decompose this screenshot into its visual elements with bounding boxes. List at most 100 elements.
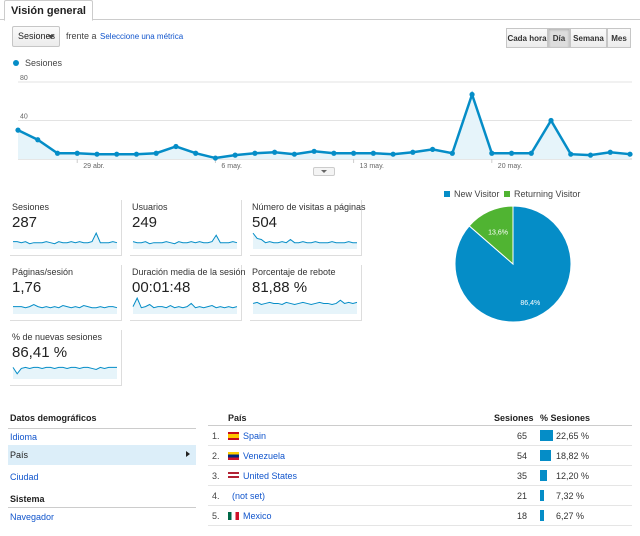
chart-collapse-handle[interactable] [313, 167, 335, 176]
data-point[interactable] [212, 155, 219, 161]
metric-label: Sesiones [12, 202, 50, 212]
data-point[interactable] [54, 150, 61, 156]
metric-card-users[interactable]: Usuarios 249 [130, 200, 242, 256]
data-point[interactable] [133, 151, 140, 157]
data-point[interactable] [528, 150, 534, 156]
data-point[interactable] [627, 151, 633, 157]
sparkline-area [13, 367, 117, 379]
pie-slice-returning-visitor[interactable] [468, 205, 514, 266]
versus-label: frente a [66, 31, 97, 41]
granularity-week-button[interactable]: Semana [570, 28, 607, 48]
table-row[interactable]: 5. Mexico 18 6,27 % [208, 506, 632, 526]
metric-sparkline [12, 366, 117, 379]
table-row[interactable]: 4. (not set) 21 7,32 % [208, 486, 632, 506]
sidebar-item-language[interactable]: Idioma [10, 432, 38, 442]
pie-slice-label: 86,4% [520, 300, 540, 307]
metric-sparkline [252, 299, 358, 314]
data-point[interactable] [351, 150, 357, 156]
pct-value: 22,65 % [556, 431, 590, 441]
metric-card-sessions[interactable]: Sesiones 287 [10, 200, 122, 256]
data-point[interactable] [489, 150, 495, 156]
metric-select[interactable]: Sesiones [12, 26, 60, 47]
data-point[interactable] [429, 146, 436, 152]
metric-value: 00:01:48 [132, 279, 191, 296]
data-point[interactable] [410, 149, 416, 155]
divider [8, 507, 196, 508]
metric-value: 287 [12, 214, 38, 231]
data-point[interactable] [370, 150, 376, 156]
pct-bar [540, 470, 547, 481]
row-index: 3. [212, 471, 220, 481]
table-row[interactable]: 1. Spain 65 22,65 % [208, 426, 632, 446]
tab-overview[interactable]: Visión general [4, 0, 93, 21]
data-point[interactable] [311, 148, 317, 154]
sidebar-item-country[interactable]: País [8, 445, 196, 465]
sparkline-line [132, 234, 238, 245]
metric-card-avg-session-duration[interactable]: Duración media de la sesión 00:01:48 [130, 265, 246, 321]
col-header-sessions[interactable]: Sesiones [494, 413, 534, 423]
data-point[interactable] [449, 150, 455, 156]
data-point[interactable] [508, 150, 515, 156]
data-point[interactable] [469, 91, 475, 98]
country-link[interactable]: Spain [243, 431, 267, 441]
data-point[interactable] [153, 150, 159, 156]
select-metric-link[interactable]: Seleccione una métrica [100, 32, 184, 41]
country-link[interactable]: Mexico [243, 511, 272, 521]
data-point[interactable] [548, 117, 554, 124]
data-point[interactable] [252, 150, 258, 156]
series-area [18, 94, 630, 159]
data-point[interactable] [272, 149, 278, 155]
data-point[interactable] [607, 149, 613, 155]
x-tick-label: 6 may. [221, 163, 242, 170]
sparkline-line [252, 299, 358, 306]
metric-card-bounce-rate[interactable]: Porcentaje de rebote 81,88 % [250, 265, 362, 321]
y-tick-label: 80 [20, 75, 28, 82]
metric-value: 86,41 % [12, 344, 68, 361]
pie-legend-returning-label: Returning Visitor [514, 189, 581, 199]
metric-value: 81,88 % [252, 279, 308, 296]
metric-sparkline [13, 231, 118, 249]
metric-card-pages-per-session[interactable]: Páginas/sesión 1,76 [10, 265, 122, 321]
data-point[interactable] [173, 143, 179, 150]
flag-icon [228, 512, 239, 520]
data-point[interactable] [331, 150, 337, 156]
pct-bar [540, 430, 553, 441]
col-header-country[interactable]: País [228, 413, 247, 423]
granularity-day-button[interactable]: Día [548, 28, 570, 48]
country-link[interactable]: United States [243, 471, 298, 481]
sparkline-line [13, 231, 118, 245]
data-point[interactable] [35, 137, 41, 143]
sidebar-item-city[interactable]: Ciudad [10, 472, 39, 482]
country-link[interactable]: (not set) [232, 491, 266, 501]
metric-card-pageviews[interactable]: Número de visitas a páginas 504 [250, 200, 366, 256]
sidebar-item-browser[interactable]: Navegador [10, 512, 55, 522]
table-row[interactable]: 3. United States 35 12,20 % [208, 466, 632, 486]
sparkline-area [13, 304, 117, 314]
metric-label: Porcentaje de rebote [252, 267, 336, 277]
metric-card-new-sessions-pct[interactable]: % de nuevas sesiones 86,41 % [10, 330, 122, 386]
row-index: 1. [212, 431, 220, 441]
granularity-month-button[interactable]: Mes [607, 28, 631, 48]
col-header-pct-sessions[interactable]: % Sesiones [540, 413, 591, 423]
data-point[interactable] [114, 151, 120, 157]
data-point[interactable] [74, 150, 80, 156]
sessions-value: 65 [516, 431, 527, 441]
country-link[interactable]: Venezuela [243, 451, 286, 461]
sparkline-area [253, 233, 357, 249]
data-point[interactable] [291, 151, 297, 157]
system-title: Sistema [10, 494, 45, 504]
data-point[interactable] [568, 151, 574, 157]
pct-value: 6,27 % [556, 511, 585, 521]
data-point[interactable] [587, 152, 594, 158]
data-point[interactable] [15, 127, 21, 133]
data-point[interactable] [390, 151, 396, 157]
x-tick-label: 20 may. [498, 163, 522, 170]
table-row[interactable]: 2. Venezuela 54 18,82 % [208, 446, 632, 466]
pie-legend-new: New Visitor [444, 189, 499, 199]
granularity-hourly-button[interactable]: Cada hora [506, 28, 548, 48]
pct-value: 7,32 % [556, 491, 585, 501]
data-point[interactable] [94, 151, 100, 157]
data-point[interactable] [193, 150, 199, 156]
tab-bar [0, 0, 640, 20]
data-point[interactable] [232, 152, 238, 158]
